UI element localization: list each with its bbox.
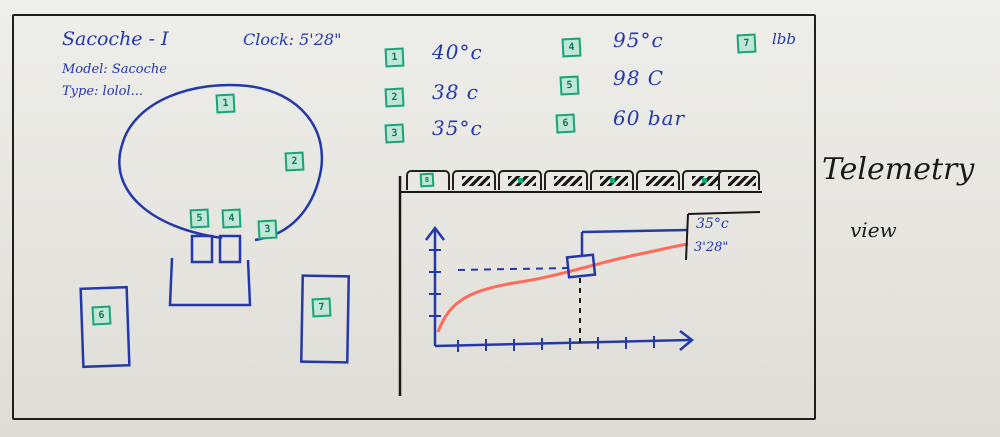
chart-tab-8[interactable] bbox=[718, 170, 760, 190]
map-badge-7: 7 bbox=[311, 297, 332, 318]
tooltip-leader bbox=[581, 228, 689, 234]
x-axis-arrow bbox=[679, 330, 695, 351]
telemetry-chart bbox=[398, 176, 762, 396]
tooltip-time: 3'28" bbox=[694, 240, 729, 255]
valve-right bbox=[218, 234, 242, 264]
x-ticks bbox=[457, 336, 655, 352]
valve-left bbox=[190, 234, 214, 264]
chart-tab-5[interactable] bbox=[590, 170, 634, 190]
clock-readout: Clock: 5'28" bbox=[243, 30, 342, 49]
y-axis-arrow bbox=[425, 225, 445, 241]
readout-2-value: 38 c bbox=[432, 80, 480, 104]
map-badge-5: 5 bbox=[189, 208, 210, 229]
temperature-curve bbox=[436, 242, 689, 333]
tank-left bbox=[79, 285, 131, 369]
reservoir-outline bbox=[168, 257, 252, 307]
loop-outline bbox=[118, 83, 324, 242]
tooltip-value: 35°c bbox=[696, 216, 729, 232]
chart-tab-4[interactable] bbox=[544, 170, 588, 190]
screen-frame bbox=[12, 14, 816, 420]
device-title: Sacoche - I bbox=[62, 28, 169, 50]
map-badge-3: 3 bbox=[257, 219, 278, 240]
y-ticks bbox=[429, 249, 441, 317]
readout-3-value: 35°c bbox=[432, 116, 483, 140]
chart-tab-badge: 8 bbox=[419, 172, 435, 188]
device-type: Type: lolol... bbox=[62, 84, 144, 99]
selection-box bbox=[565, 253, 597, 279]
chart-tab-6[interactable] bbox=[636, 170, 680, 190]
readout-4-value: 95°c bbox=[613, 28, 664, 52]
tooltip-bracket bbox=[685, 211, 761, 261]
chart-tab-1[interactable]: 8 bbox=[406, 170, 450, 190]
readout-1-value: 40°c bbox=[432, 40, 483, 64]
crosshair-horizontal bbox=[457, 267, 569, 271]
map-badge-1: 1 bbox=[215, 93, 236, 114]
readout-7-value: lbb bbox=[772, 30, 797, 48]
map-badge-6: 6 bbox=[91, 305, 112, 326]
chart-tab-3[interactable] bbox=[498, 170, 542, 190]
readout-5-value: 98 C bbox=[613, 66, 665, 90]
side-note-subtitle: view bbox=[850, 218, 897, 242]
side-note-title: Telemetry bbox=[822, 152, 975, 187]
map-badge-4: 4 bbox=[221, 208, 242, 229]
chart-tab-2[interactable] bbox=[452, 170, 496, 190]
device-model: Model: Sacoche bbox=[62, 62, 167, 77]
readout-6-value: 60 bar bbox=[613, 106, 686, 130]
tank-right bbox=[299, 274, 351, 364]
x-axis bbox=[434, 338, 691, 348]
map-badge-2: 2 bbox=[284, 151, 305, 172]
